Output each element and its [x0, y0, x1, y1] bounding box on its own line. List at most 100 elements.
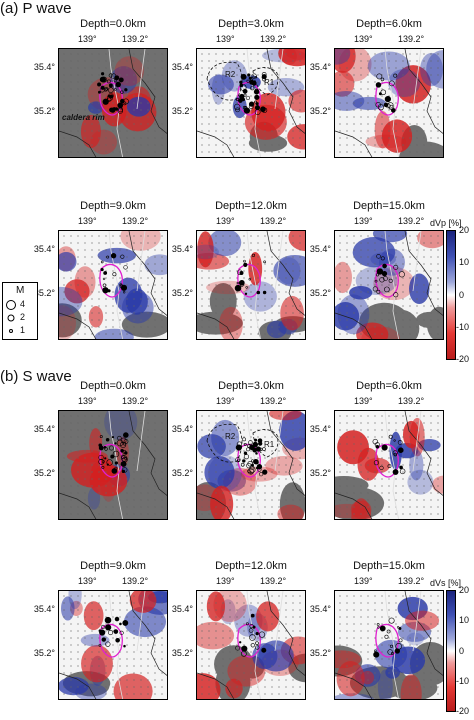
- earthquake: [105, 641, 111, 647]
- earthquake: [110, 454, 115, 459]
- coastline: [59, 231, 167, 339]
- earthquake: [112, 450, 120, 458]
- earthquake: [394, 648, 400, 654]
- earthquake: [393, 264, 399, 270]
- grid-points: [201, 53, 301, 153]
- high-velocity-anomaly: [211, 73, 225, 105]
- earthquake: [101, 637, 107, 642]
- panel-p-1: [196, 48, 306, 158]
- earthquake: [106, 255, 110, 259]
- high-velocity-anomaly: [420, 52, 443, 87]
- colorbar-p-label: dVp [%]: [430, 218, 462, 228]
- y-tick-label: 35.4°: [171, 244, 193, 254]
- legend-item: 2: [6, 312, 36, 324]
- earthquake: [120, 90, 124, 94]
- depth-label: Depth=15.0km: [353, 560, 425, 572]
- y-tick-label: 35.4°: [33, 604, 55, 614]
- earthquake: [377, 104, 384, 111]
- earthquake: [262, 469, 268, 475]
- earthquake: [379, 625, 386, 632]
- panel-s-2: [334, 410, 444, 520]
- low-velocity-anomaly: [288, 89, 305, 113]
- x-tick-label: 139°: [354, 216, 373, 226]
- earthquake: [118, 105, 123, 110]
- low-velocity-anomaly: [256, 601, 280, 632]
- x-tick-label: 139.2°: [122, 216, 149, 226]
- low-velocity-anomaly: [351, 498, 372, 519]
- low-velocity-anomaly: [248, 252, 263, 286]
- x-tick-label: 139.2°: [122, 34, 149, 44]
- earthquake: [382, 263, 387, 269]
- high-velocity-anomaly: [144, 254, 167, 276]
- earthquake: [122, 467, 128, 473]
- high-velocity-anomaly: [208, 454, 242, 492]
- y-tick-label: 35.2°: [33, 288, 55, 298]
- earthquake: [245, 286, 248, 289]
- high-velocity-anomaly: [409, 273, 430, 305]
- earthquake: [263, 260, 266, 264]
- earthquake: [375, 444, 380, 449]
- circle-icon: [6, 300, 16, 310]
- colorbar-s-label: dVs [%]: [430, 578, 462, 588]
- earthquake: [98, 629, 102, 632]
- earthquake: [101, 72, 105, 76]
- earthquake: [235, 107, 240, 113]
- river: [246, 231, 284, 339]
- depth-label: Depth=0.0km: [80, 18, 146, 30]
- earthquake: [393, 439, 396, 442]
- low-velocity-anomaly: [280, 295, 304, 331]
- earthquake: [254, 94, 260, 100]
- earthquake: [398, 627, 402, 630]
- earthquake: [108, 73, 113, 78]
- earthquake: [114, 461, 119, 465]
- earthquake: [381, 444, 388, 451]
- coastline: [335, 591, 443, 699]
- river: [108, 231, 146, 339]
- mask-area: [59, 303, 82, 338]
- depth-label: Depth=3.0km: [218, 380, 284, 392]
- x-tick-label: 139°: [78, 216, 97, 226]
- earthquake: [123, 644, 126, 648]
- earthquake: [245, 95, 251, 101]
- earthquake: [376, 73, 383, 80]
- grid-points: [63, 235, 163, 335]
- high-velocity-anomaly: [407, 469, 434, 495]
- earthquake: [387, 464, 392, 469]
- x-tick-label: 139°: [354, 576, 373, 586]
- earthquake: [391, 108, 396, 113]
- high-velocity-anomaly: [80, 633, 110, 647]
- earthquake: [101, 465, 105, 469]
- x-tick-label: 139°: [78, 576, 97, 586]
- high-velocity-anomaly: [367, 51, 410, 81]
- coastline: [197, 411, 305, 519]
- earthquake: [104, 447, 108, 451]
- earthquake: [106, 95, 113, 102]
- low-velocity-anomaly: [277, 504, 304, 519]
- tomography-map: [335, 49, 443, 157]
- earthquake: [112, 272, 117, 277]
- y-tick-label: 35.4°: [309, 424, 331, 434]
- earthquake: [103, 87, 108, 92]
- earthquake: [120, 98, 125, 104]
- coastline: [59, 49, 167, 157]
- colorbar-p-tick: 20: [459, 225, 470, 235]
- caldera-rim-outline: [99, 263, 123, 298]
- earthquake-hypocenters: [98, 616, 129, 648]
- coastline: [335, 49, 443, 157]
- earthquake: [373, 651, 380, 658]
- low-velocity-anomaly: [219, 306, 243, 339]
- earthquake: [376, 254, 381, 259]
- grid-points: [339, 595, 439, 695]
- earthquake: [241, 650, 247, 657]
- earthquake: [248, 440, 253, 445]
- panel-p-5: [334, 230, 444, 340]
- panel-p-3: [58, 230, 168, 340]
- earthquake: [253, 459, 259, 465]
- panel-p-4: [196, 230, 306, 340]
- x-tick-label: 139°: [216, 576, 235, 586]
- earthquake: [111, 435, 115, 439]
- x-tick-label: 139°: [78, 396, 97, 406]
- earthquake: [245, 622, 249, 626]
- x-tick-label: 139.2°: [398, 34, 425, 44]
- earthquake: [115, 637, 120, 643]
